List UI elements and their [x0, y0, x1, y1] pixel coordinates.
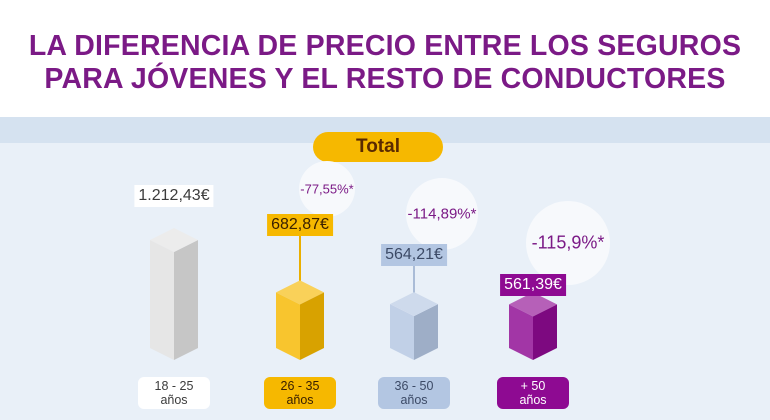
category-label-1-range: 26 - 35 — [280, 379, 320, 393]
bar-3-top-face — [509, 292, 557, 317]
category-label-0-unit: años — [160, 393, 188, 407]
bar-1-right-face — [300, 292, 324, 360]
bar-1-left-face — [276, 292, 300, 360]
bar-3-right-face — [533, 304, 557, 360]
chart-title: LA DIFERENCIA DE PRECIO ENTRE LOS SEGURO… — [0, 30, 770, 96]
bar-2-right-face — [414, 304, 438, 360]
category-label-0: 18 - 25 años — [138, 377, 210, 409]
bar-0-top-face — [150, 228, 198, 252]
diff-bubble-2 — [406, 178, 478, 250]
chart-panel — [0, 117, 770, 420]
total-badge: Total — [313, 132, 443, 162]
diff-bubble-3 — [526, 201, 610, 285]
bar-1-top-face — [276, 280, 324, 305]
diff-label-1: -77,55%* — [300, 181, 354, 197]
category-label-1: 26 - 35 años — [264, 377, 336, 409]
diff-label-3: -115,9%* — [531, 232, 605, 253]
title-line-2: PARA JÓVENES Y EL RESTO DE CONDUCTORES — [44, 63, 726, 95]
title-line-1: LA DIFERENCIA DE PRECIO ENTRE LOS SEGURO… — [28, 30, 742, 62]
diff-bubble-1 — [299, 161, 355, 217]
bar-2 — [390, 292, 438, 360]
bar-1 — [276, 280, 324, 360]
bar-3-left-face — [509, 304, 533, 360]
bar-2-left-face — [390, 304, 414, 360]
category-label-3: + 50 años — [497, 377, 569, 409]
bar-2-top-face — [390, 292, 438, 317]
category-label-3-unit: años — [519, 393, 547, 407]
value-label-0: 1.212,43€ — [134, 185, 214, 207]
category-label-2-unit: años — [400, 393, 428, 407]
value-label-3: 561,39€ — [500, 274, 566, 296]
bar-0-left-face — [150, 240, 174, 360]
bar-3 — [509, 292, 557, 360]
bar-0-right-face — [174, 240, 198, 360]
category-label-2-range: 36 - 50 — [394, 379, 434, 393]
category-label-2: 36 - 50 años — [378, 377, 450, 409]
diff-label-2: -114,89%* — [407, 205, 477, 223]
value-label-2: 564,21€ — [381, 244, 447, 266]
category-label-3-range: + 50 — [520, 379, 546, 393]
category-label-0-range: 18 - 25 — [154, 379, 194, 393]
bar-0 — [150, 228, 198, 360]
category-label-1-unit: años — [286, 393, 314, 407]
value-label-1: 682,87€ — [267, 214, 333, 236]
